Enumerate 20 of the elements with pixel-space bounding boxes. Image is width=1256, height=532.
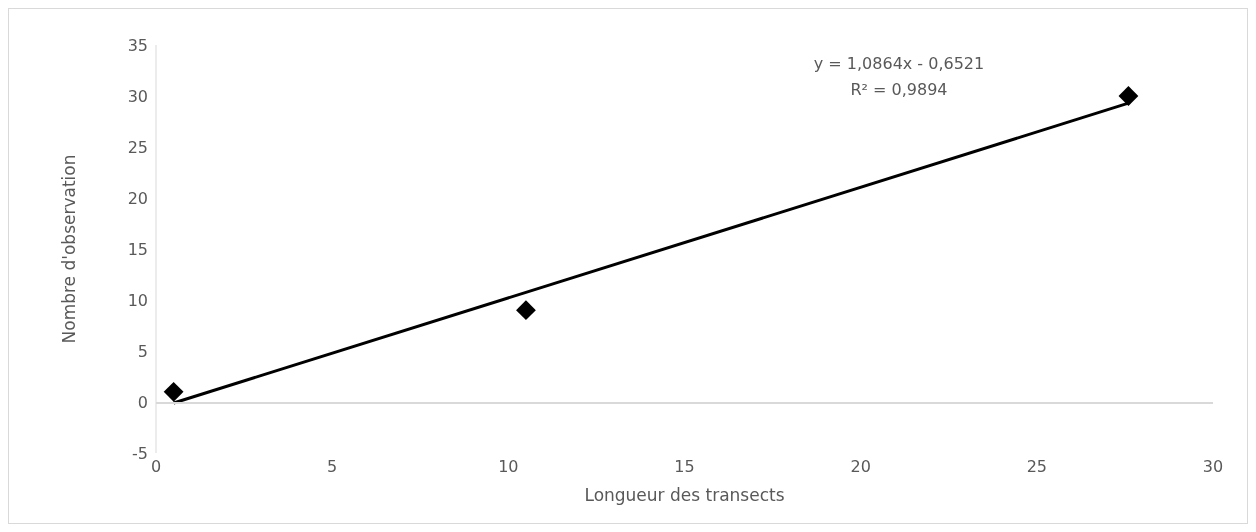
y-axis-title: Nombre d'observation [59, 154, 80, 344]
x-tick-label: 30 [1202, 457, 1224, 477]
x-tick-label: 0 [150, 457, 162, 477]
y-tick-label: 35 [127, 35, 148, 55]
y-tick-label: 5 [137, 341, 148, 361]
y-tick-label: 30 [127, 86, 148, 106]
y-tick-label: 0 [137, 392, 148, 412]
x-tick-label: 25 [1026, 457, 1048, 477]
x-axis-title: Longueur des transects [584, 485, 785, 505]
y-tick-label: 10 [127, 290, 148, 310]
y-tick-label: 20 [127, 188, 148, 208]
y-tick-label: 15 [127, 239, 148, 259]
x-tick-label: 10 [498, 457, 519, 477]
x-tick-label: 20 [850, 457, 871, 477]
annotation: R² = 0,9894 [849, 79, 949, 101]
x-tick-label: 5 [327, 457, 338, 477]
annotation: y = 1,0864x - 0,6521 [812, 53, 986, 75]
y-tick-label: 25 [127, 137, 148, 157]
y-tick-label: -5 [132, 443, 148, 463]
x-tick-label: 15 [674, 457, 695, 477]
